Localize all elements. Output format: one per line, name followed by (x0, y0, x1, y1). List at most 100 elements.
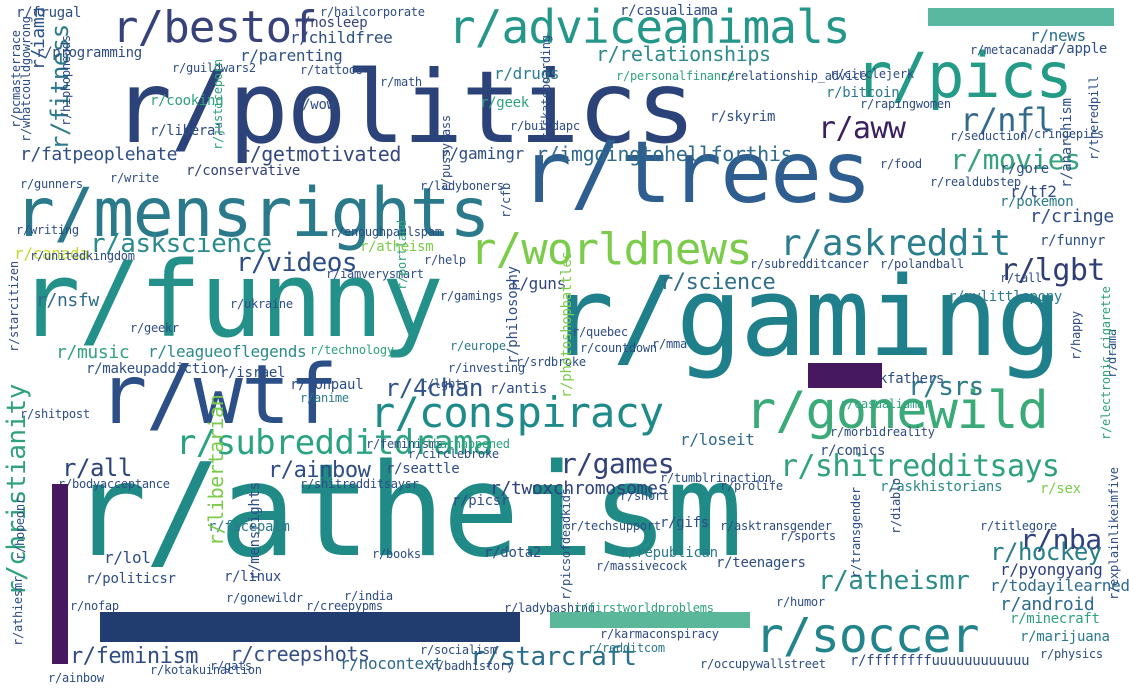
word-enoughpaulspam: r/enoughpaulspam (330, 225, 442, 239)
word-facepalm: r/facepalm (208, 519, 290, 535)
word-morbidreality: r/morbidreality (830, 425, 935, 439)
word-conservative: r/conservative (186, 163, 301, 179)
word-transgender: r/transgender (849, 487, 863, 578)
word-electronic-cigarette: r/electronic_cigarette (1099, 286, 1113, 440)
word-creepshots: r/creepshots (230, 642, 370, 666)
word-skateboarding: r/skateboarding (539, 35, 553, 140)
word-creepypms: r/creepypms (306, 599, 383, 613)
word-relationship-advice: r/relationship_advice (720, 69, 867, 83)
word-hopeonr: r/hopeonr (13, 497, 27, 560)
word-liberal: r/liberal (150, 123, 224, 139)
word-gonewild: r/gonewild (745, 381, 1049, 441)
word-srdbroke: r/srdbroke (516, 355, 586, 369)
word-apple: r/apple (1050, 41, 1108, 57)
word-feminisms: r/feminisms (366, 437, 443, 451)
word-atheism-small: r/atheism (360, 239, 434, 255)
word-movies: r/movies (950, 143, 1081, 176)
word-explainlikeimfive: r/explainlikeimfive (1107, 467, 1121, 600)
word-occupywallstreet: r/occupywallstreet (700, 657, 826, 671)
word-gamingr: r/gamingr (440, 144, 524, 163)
word-makeupaddiction: r/makeupaddiction (86, 361, 225, 377)
word-all: r/all (62, 454, 132, 482)
word-lol: r/lol (104, 548, 151, 567)
word-wow: r/wow (294, 97, 335, 113)
word-tumblrinaction: r/tumblrinaction (660, 471, 772, 485)
word-fatpeoplehate: r/fatpeoplehate (20, 144, 178, 165)
word-hockey: r/hockey (990, 538, 1102, 566)
word-gunners: r/gunners (20, 177, 83, 191)
word-ukraine: r/ukraine (230, 297, 293, 311)
word-gifs: r/gifs (660, 515, 709, 531)
word-ainbow-small: r/ainbow (48, 671, 104, 685)
word-srs: r/srs (908, 372, 984, 402)
word-shitredditsaysr: r/shitredditsaysr (300, 477, 419, 491)
word-unitedkingdom: r/unitedkingdom (30, 249, 135, 263)
word-askreddit: r/askreddit (780, 223, 1011, 264)
word-ladybashing: r/ladybashing (504, 601, 595, 615)
word-cringepics: r/cringepics (1020, 127, 1104, 141)
word-philosophy: r/philosophy (505, 266, 521, 364)
word-athiesmr: r/athiesmr (11, 576, 25, 646)
word-cringe: r/cringe (1030, 206, 1114, 227)
word-teenagers: r/teenagers (716, 555, 806, 571)
word-aww: r/aww (818, 111, 906, 146)
word-news: r/news (1030, 26, 1086, 45)
word-ladyboners: r/ladyboners (420, 179, 504, 193)
word-gonewildr: r/gonewildr (226, 591, 303, 605)
word-geek: r/geek (480, 95, 529, 111)
word-android: r/android (1000, 594, 1095, 615)
word-wtf: r/wtf (98, 348, 338, 443)
word-atheismr: r/atheismr (818, 566, 970, 596)
word-shitpost: r/shitpost (20, 407, 90, 421)
word-videos: r/videos (236, 248, 358, 278)
word-books: r/books (372, 547, 421, 561)
word-food: r/food (880, 157, 922, 171)
word-prolife: r/prolife (720, 479, 783, 493)
word-bestof: r/bestof (112, 2, 318, 53)
word-music: r/music (56, 342, 130, 363)
word-mma: r/mma (652, 337, 687, 351)
word-pyongyang: r/pyongyang (1000, 560, 1103, 579)
word-games: r/games (560, 447, 675, 480)
word-soccer: r/soccer (755, 608, 979, 664)
word-humor: r/humor (776, 595, 825, 609)
word-buildapc: r/buildapc (510, 119, 580, 133)
word-seduction: r/seduction (950, 129, 1027, 143)
word-math: r/math (380, 75, 422, 89)
word-short: r/short (620, 489, 669, 503)
word-israel: r/israel (220, 365, 286, 381)
word-realdubstep: r/realdubstep (930, 175, 1021, 189)
word-picsofdeadkids: r/picsofdeadkids (559, 488, 573, 600)
word-firstworldproblems: r/firstworldproblems (574, 601, 714, 615)
word-metacanada: r/metacanada (970, 43, 1054, 57)
word-trees: r/trees (520, 123, 872, 223)
word-pics: r/pics (855, 39, 1073, 112)
word-getmotivated: r/getmotivated (238, 142, 401, 166)
word-rapingwomen: r/rapingwomen (860, 97, 951, 111)
word-childfree: r/childfree (290, 28, 393, 47)
word-cooking: r/cooking (150, 93, 224, 109)
word-loseit: r/loseit (680, 430, 755, 449)
word-twoxchromosomes: r/twoxchromosomes (490, 478, 669, 499)
word-gats: r/gats (210, 659, 252, 673)
word-polandball: r/polandball (880, 257, 964, 271)
word-askscience: r/askscience (90, 229, 272, 259)
word-republican: r/republican (620, 545, 718, 561)
word-nofap: r/nofap (70, 599, 119, 613)
word-askhistorians: r/askhistorians (880, 479, 1003, 495)
word-skyrim: r/skyrim (710, 109, 776, 125)
word-todayilearned: r/todayilearned (990, 576, 1129, 595)
word-casualiama: r/casualiama (620, 3, 718, 19)
word-politicsr: r/politicsr (86, 571, 176, 587)
word-seattle: r/seattle (386, 461, 460, 477)
word-funny: r/funny (18, 239, 444, 361)
occlusion-bar-green-bottom (550, 612, 750, 628)
occlusion-bar-navy (100, 612, 520, 642)
word-write: r/write (110, 171, 159, 185)
word-minecraft: r/minecraft (1010, 611, 1100, 627)
word-gamings: r/gamings (440, 289, 503, 303)
word-hiphopheads: r/hiphopheads (59, 35, 73, 126)
word-photoshopbattles: r/photoshopbattles (559, 251, 575, 398)
occlusion-bar-green-top (928, 8, 1114, 26)
word-lgbt: r/lgbt (1000, 253, 1105, 288)
